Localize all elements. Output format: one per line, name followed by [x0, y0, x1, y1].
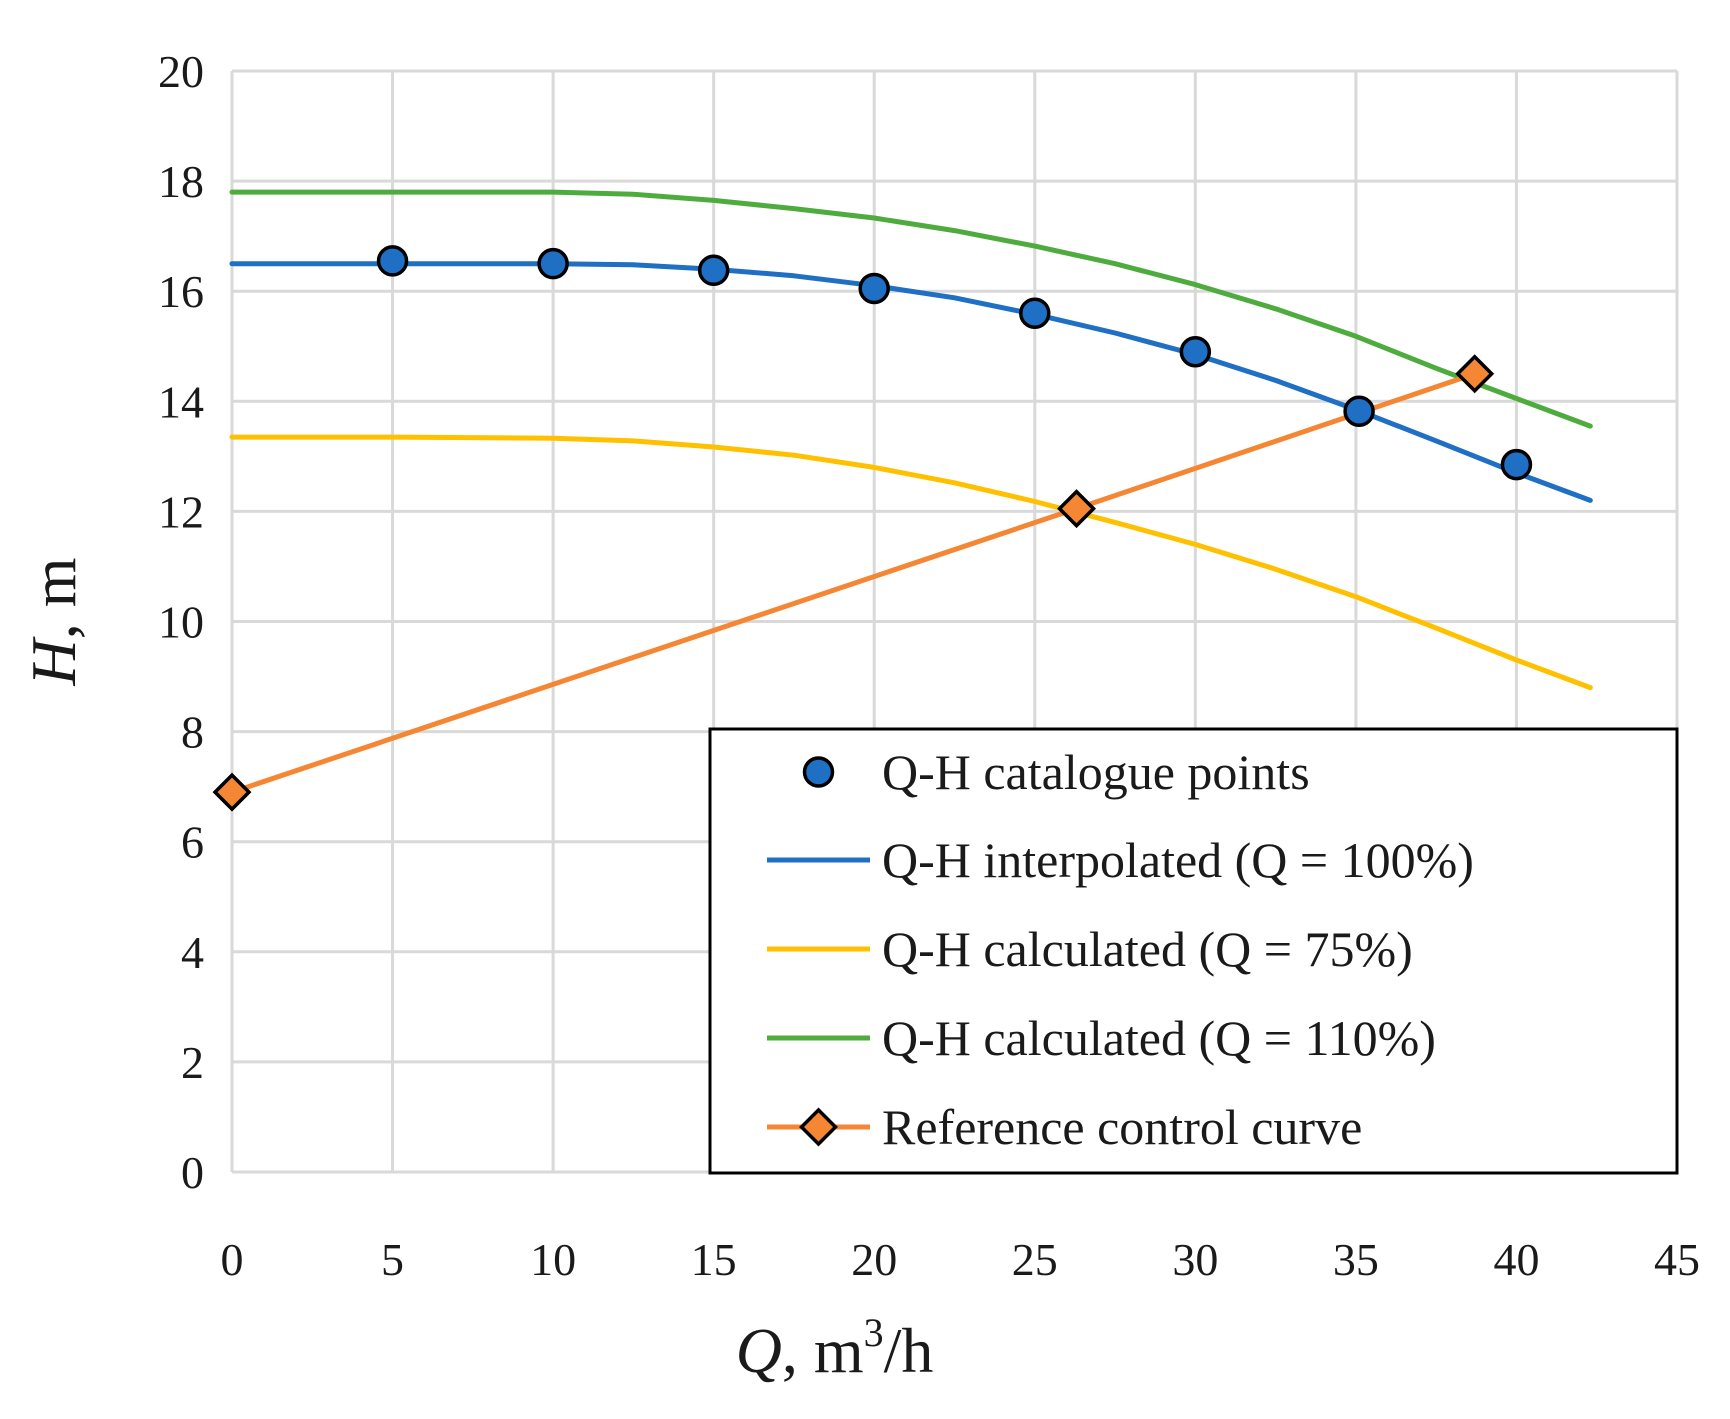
y-tick-label: 10 — [158, 597, 204, 648]
y-axis-unit: , m — [18, 558, 89, 640]
legend-label: Q-H catalogue points — [882, 744, 1310, 800]
reference-curve-marker — [1057, 489, 1096, 529]
legend-swatch-marker — [802, 756, 835, 788]
legend-swatch-marker — [799, 1107, 838, 1147]
x-axis-unit-exponent: 3 — [864, 1310, 884, 1355]
reference-curve-marker — [212, 772, 252, 812]
x-axis-ticks: 0 5 10 15 20 25 30 35 40 45 — [221, 1234, 1701, 1285]
x-tick-label: 40 — [1493, 1234, 1539, 1285]
legend-label: Q-H calculated (Q = 110%) — [882, 1010, 1436, 1066]
catalogue-point — [1179, 336, 1212, 368]
legend-item: Q-H calculated (Q = 110%) — [767, 1010, 1436, 1066]
y-axis-title: H, m — [18, 558, 89, 687]
y-tick-label: 8 — [181, 707, 204, 758]
reference-curve-marker — [1455, 354, 1495, 394]
catalogue-point — [376, 245, 409, 277]
x-axis-unit-tail: /h — [884, 1315, 934, 1386]
series-line-q-h-interpolated-q-100 — [229, 261, 1593, 503]
x-tick-label: 30 — [1172, 1234, 1218, 1285]
y-tick-label: 4 — [181, 927, 204, 978]
y-tick-label: 0 — [181, 1147, 204, 1198]
x-axis-title: Q, m3/h — [736, 1310, 934, 1386]
catalogue-point — [858, 272, 890, 305]
legend-item: Q-H interpolated (Q = 100%) — [767, 832, 1474, 888]
y-tick-label: 12 — [158, 486, 204, 537]
x-tick-label: 0 — [221, 1234, 244, 1285]
y-tick-label: 16 — [158, 266, 204, 317]
catalogue-point — [1500, 448, 1533, 481]
series-line-q-h-calculated-q-110 — [229, 189, 1593, 429]
grid-lines — [230, 69, 1679, 1174]
plot-series — [212, 189, 1593, 812]
legend-box — [708, 727, 1679, 1175]
y-axis-ticks: 0 2 4 6 8 10 12 14 16 18 20 — [158, 46, 204, 1198]
y-tick-label: 14 — [158, 376, 204, 427]
catalogue-point — [537, 247, 569, 280]
legend: Q-H catalogue points Q-H interpolated (Q … — [708, 727, 1679, 1175]
legend-label: Reference control curve — [882, 1099, 1362, 1155]
legend-label: Q-H calculated (Q = 75%) — [882, 921, 1413, 977]
x-tick-label: 20 — [851, 1234, 897, 1285]
y-axis-variable: H — [18, 636, 89, 687]
x-tick-label: 10 — [530, 1234, 576, 1285]
legend-label: Q-H interpolated (Q = 100%) — [882, 832, 1474, 888]
x-tick-label: 5 — [381, 1234, 404, 1285]
x-tick-label: 35 — [1333, 1234, 1379, 1285]
catalogue-point — [697, 254, 730, 287]
y-tick-label: 18 — [158, 156, 204, 207]
x-tick-label: 25 — [1012, 1234, 1058, 1285]
y-tick-label: 20 — [158, 46, 204, 97]
x-tick-label: 45 — [1654, 1234, 1700, 1285]
x-axis-variable: Q — [736, 1315, 782, 1386]
y-tick-label: 2 — [181, 1037, 204, 1088]
x-axis-unit: , m — [782, 1315, 864, 1386]
legend-item: Q-H catalogue points — [802, 744, 1310, 800]
y-tick-label: 6 — [181, 817, 204, 868]
catalogue-point — [1343, 395, 1375, 427]
legend-item: Reference control curve — [767, 1099, 1362, 1155]
catalogue-point — [1019, 297, 1051, 329]
series-line-q-h-calculated-q-75 — [229, 434, 1593, 691]
legend-item: Q-H calculated (Q = 75%) — [767, 921, 1413, 977]
x-tick-label: 15 — [691, 1234, 737, 1285]
